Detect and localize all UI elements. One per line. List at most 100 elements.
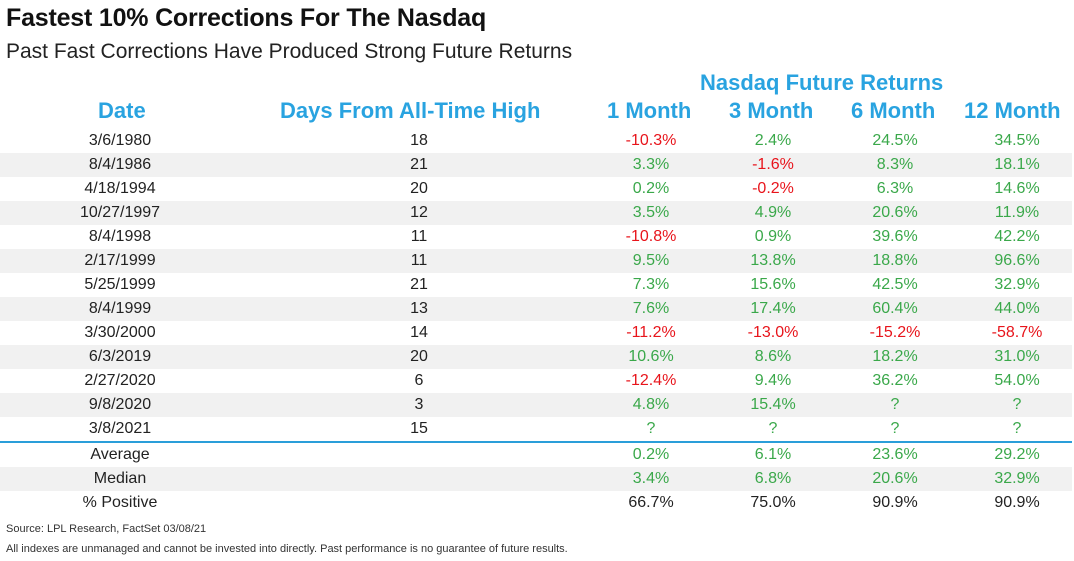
summary-label: Average [90, 446, 150, 463]
table-row: 8/4/1999 13 7.6% 17.4% 60.4% 44.0% [0, 297, 1072, 321]
cell-12-month: 18.1% [994, 156, 1040, 173]
data-rows: 3/6/1980 18 -10.3% 2.4% 24.5% 34.5% 8/4/1986 21… [0, 129, 1072, 441]
col-header-days: Days From All-Time High [280, 98, 541, 123]
cell-days-from-high: 21 [410, 156, 428, 173]
table-row: 8/4/1986 21 3.3% -1.6% 8.3% 18.1% [0, 153, 1072, 177]
summary-12-month: 32.9% [994, 470, 1040, 487]
cell-days-from-high: 20 [410, 180, 428, 197]
cell-days-from-high: 21 [410, 276, 428, 293]
cell-days-from-high: 20 [410, 348, 428, 365]
cell-1-month: 7.3% [632, 276, 670, 293]
table-row: 3/8/2021 15???? [0, 417, 1072, 441]
summary-6-month: 90.9% [872, 494, 918, 511]
cell-days-from-high: 11 [410, 228, 428, 245]
summary-3-month: 6.1% [754, 446, 792, 463]
returns-table: 3/6/1980 18 -10.3% 2.4% 24.5% 34.5% 8/4/1986 21… [0, 129, 1072, 515]
cell-12-month: 42.2% [994, 228, 1040, 245]
summary-row: Average 0.2% 6.1% 23.6% 29.2% [0, 443, 1072, 467]
cell-1-month: -12.4% [625, 372, 677, 389]
cell-date: 3/8/2021 [88, 420, 152, 437]
cell-date: 9/8/2020 [88, 396, 152, 413]
group-header-future-returns: Nasdaq Future Returns [700, 70, 944, 95]
cell-6-month: 18.2% [872, 348, 918, 365]
cell-date: 3/6/1980 [88, 132, 152, 149]
cell-1-month: 0.2% [632, 180, 670, 197]
chart-subtitle: Past Fast Corrections Have Produced Stro… [6, 40, 573, 63]
cell-days-from-high: 15 [410, 420, 428, 437]
cell-12-month: 44.0% [994, 300, 1040, 317]
table-divider [0, 441, 1072, 443]
cell-1-month: 3.3% [632, 156, 670, 173]
cell-3-month: 8.6% [754, 348, 792, 365]
cell-6-month: 6.3% [876, 180, 914, 197]
cell-date: 10/27/1997 [79, 204, 161, 221]
table-row: 3/6/1980 18 -10.3% 2.4% 24.5% 34.5% [0, 129, 1072, 153]
cell-6-month: 20.6% [872, 204, 918, 221]
cell-date: 5/25/1999 [84, 276, 156, 293]
col-header-6-month: 6 Month [851, 98, 936, 123]
cell-1-month: ? [646, 420, 656, 437]
cell-3-month: ? [768, 420, 778, 437]
cell-3-month: -1.6% [752, 156, 794, 173]
summary-1-month: 0.2% [632, 446, 670, 463]
cell-3-month: 0.9% [754, 228, 792, 245]
cell-days-from-high: 6 [414, 372, 424, 389]
cell-1-month: 7.6% [632, 300, 670, 317]
cell-12-month: 31.0% [994, 348, 1040, 365]
table-row: 9/8/2020 3 4.8% 15.4%?? [0, 393, 1072, 417]
table-row: 6/3/2019 20 10.6% 8.6% 18.2% 31.0% [0, 345, 1072, 369]
cell-12-month: 96.6% [994, 252, 1040, 269]
cell-1-month: 3.5% [632, 204, 670, 221]
cell-date: 8/4/1998 [88, 228, 152, 245]
cell-days-from-high: 14 [410, 324, 428, 341]
cell-12-month: 14.6% [994, 180, 1040, 197]
column-headers: Date Days From All-Time High 1 Month 3 M… [0, 98, 1074, 128]
cell-6-month: 60.4% [872, 300, 918, 317]
cell-3-month: 13.8% [750, 252, 796, 269]
cell-12-month: 34.5% [994, 132, 1040, 149]
summary-3-month: 6.8% [754, 470, 792, 487]
table-row: 10/27/1997 12 3.5% 4.9% 20.6% 11.9% [0, 201, 1072, 225]
cell-date: 6/3/2019 [88, 348, 152, 365]
cell-days-from-high: 3 [414, 396, 424, 413]
cell-6-month: 42.5% [872, 276, 918, 293]
table-row: 3/30/2000 14 -11.2% -13.0% -15.2% -58.7% [0, 321, 1072, 345]
cell-days-from-high: 18 [410, 132, 428, 149]
col-header-12-month: 12 Month [964, 98, 1061, 123]
summary-label: % Positive [82, 494, 158, 511]
table-row: 5/25/1999 21 7.3% 15.6% 42.5% 32.9% [0, 273, 1072, 297]
cell-date: 2/17/1999 [84, 252, 156, 269]
cell-1-month: -10.3% [625, 132, 677, 149]
cell-3-month: -0.2% [752, 180, 794, 197]
cell-6-month: ? [890, 396, 900, 413]
cell-3-month: 2.4% [754, 132, 792, 149]
chart-title: Fastest 10% Corrections For The Nasdaq [6, 4, 487, 32]
disclaimer-note: All indexes are unmanaged and cannot be … [6, 543, 568, 555]
cell-1-month: -10.8% [625, 228, 677, 245]
table-row: 4/18/1994 20 0.2% -0.2% 6.3% 14.6% [0, 177, 1072, 201]
cell-days-from-high: 13 [410, 300, 428, 317]
cell-12-month: 32.9% [994, 276, 1040, 293]
col-header-3-month: 3 Month [729, 98, 814, 123]
summary-12-month: 90.9% [994, 494, 1040, 511]
cell-12-month: 54.0% [994, 372, 1040, 389]
cell-days-from-high: 11 [410, 252, 428, 269]
summary-6-month: 20.6% [872, 470, 918, 487]
cell-3-month: -13.0% [747, 324, 799, 341]
cell-6-month: ? [890, 420, 900, 437]
cell-date: 8/4/1999 [88, 300, 152, 317]
summary-1-month: 66.7% [628, 494, 674, 511]
cell-date: 4/18/1994 [84, 180, 156, 197]
cell-date: 8/4/1986 [88, 156, 152, 173]
source-note: Source: LPL Research, FactSet 03/08/21 [6, 523, 207, 535]
cell-days-from-high: 12 [410, 204, 428, 221]
table-row: 8/4/1998 11 -10.8% 0.9% 39.6% 42.2% [0, 225, 1072, 249]
summary-6-month: 23.6% [872, 446, 918, 463]
summary-row: Median 3.4% 6.8% 20.6% 32.9% [0, 467, 1072, 491]
cell-date: 3/30/2000 [84, 324, 156, 341]
table-row: 2/17/1999 11 9.5% 13.8% 18.8% 96.6% [0, 249, 1072, 273]
summary-label: Median [93, 470, 147, 487]
summary-1-month: 3.4% [632, 470, 670, 487]
cell-1-month: 10.6% [628, 348, 674, 365]
cell-6-month: 36.2% [872, 372, 918, 389]
